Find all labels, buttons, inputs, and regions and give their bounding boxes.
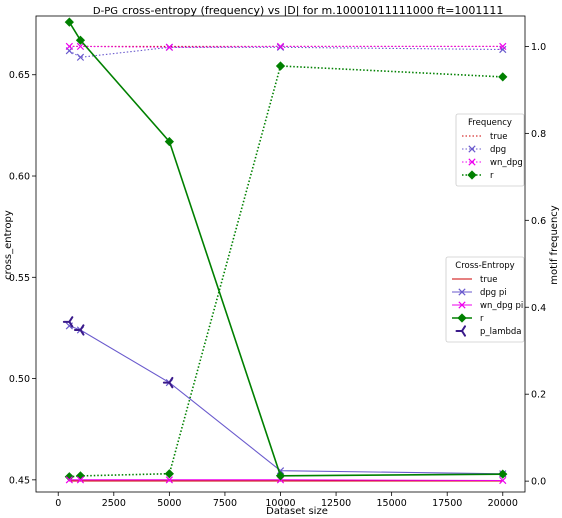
ce-legend-item-dpg pi: dpg pi — [452, 288, 507, 298]
freq-series-wn-dpg — [65, 42, 507, 51]
ce-point-wn-dpg pi-2 — [165, 476, 173, 484]
x-tick-label: 20000 — [488, 498, 518, 509]
chart-title: cross-entropy (frequency) vs |D| for m.1… — [122, 4, 503, 17]
y-axis-left-label: cross_entropy — [3, 210, 14, 280]
plot-area — [36, 16, 525, 492]
ce-legend-label: p_lambda — [480, 327, 522, 337]
ce-series-r — [64, 17, 508, 481]
y-left-tick-label: 0.55 — [9, 273, 30, 284]
y-left-tick-label: 0.65 — [9, 70, 30, 81]
freq-legend-swatch-marker — [468, 145, 476, 153]
ce-legend-item-p-lambda: p_lambda — [455, 325, 522, 337]
y-left-tick-label: 0.50 — [9, 374, 30, 385]
freq-point-r-3 — [275, 61, 286, 71]
freq-point-r-4 — [498, 72, 508, 82]
ce-point-p-lambda-0 — [62, 316, 74, 328]
axes-layer: 0 2500 5000 7500 10000 12500 15000 17500 20000 0.… — [9, 15, 546, 509]
freq-legend-swatch-marker — [467, 170, 477, 180]
y-right-tick-label: 0.8 — [531, 129, 546, 140]
ce-point-p-lambda-2 — [162, 376, 174, 389]
ce-point-r-2 — [164, 136, 174, 147]
freq-point-wn-dpg-1 — [76, 42, 85, 51]
x-tick-label: 17500 — [432, 498, 462, 509]
chart-title-prefix: D-PG — [93, 6, 118, 17]
plot-background — [36, 16, 525, 492]
ce-point-wn-dpg pi-4 — [499, 476, 507, 485]
y-left-tick-label: 0.45 — [9, 475, 30, 486]
ce-legend-swatch-marker — [458, 288, 466, 296]
freq-legend-item-r: r — [462, 170, 494, 181]
y-right-tick-label: 0.2 — [531, 390, 546, 401]
chart-title-group: D-PG cross-entropy (frequency) vs |D| fo… — [93, 4, 504, 17]
ce-point-r-3 — [275, 471, 286, 481]
ce-legend-swatch-marker — [455, 325, 467, 337]
ce-legend-swatch-marker — [457, 313, 467, 323]
freq-point-r-2 — [164, 469, 174, 479]
y-axis-right-label: motif frequency — [549, 205, 560, 284]
x-axis-label: Dataset size — [266, 506, 328, 517]
ce-legend-title: Cross-Entropy — [455, 261, 514, 271]
freq-point-wn-dpg-0 — [65, 42, 73, 51]
x-tick-label: 10000 — [265, 498, 295, 509]
freq-legend-label: wn_dpg — [490, 158, 523, 168]
freq-legend-item-dpg: dpg — [462, 145, 506, 155]
x-tick-label: 7500 — [213, 498, 237, 509]
ce-legend-box — [445, 256, 525, 343]
freq-point-wn-dpg-2 — [165, 43, 173, 51]
y-right-tick-label: 0.6 — [531, 216, 546, 227]
ce-legend-label: r — [480, 314, 484, 324]
freq-legend-item-wn-dpg: wn_dpg — [462, 158, 523, 168]
x-tick-label: 5000 — [157, 498, 181, 509]
ce-legend-label: dpg pi — [480, 288, 507, 298]
y-right-tick-label: 0.4 — [531, 303, 546, 314]
legend-cross-entropy: Cross-Entropy true dpg pi wn_dpg pi r p_lambd… — [445, 256, 525, 343]
freq-point-wn-dpg-3 — [276, 42, 285, 51]
y-right-tick-label: 0.0 — [531, 477, 546, 488]
x-tick-label: 0 — [55, 498, 61, 509]
ce-legend-label: true — [480, 275, 497, 285]
freq-legend-box — [455, 113, 525, 187]
ce-point-r-4 — [498, 469, 508, 479]
freq-legend-item-true: true — [462, 132, 507, 142]
freq-line-wn-dpg — [69, 45, 503, 48]
y-left-tick-label: 0.60 — [9, 172, 30, 183]
ce-legend-item-wn-dpg pi: wn_dpg pi — [452, 301, 523, 311]
x-tick-label: 15000 — [377, 498, 407, 509]
ce-legend-item-r: r — [452, 313, 484, 324]
ce-series-wn-dpg pi — [65, 476, 507, 485]
freq-legend-title: Frequency — [468, 118, 512, 128]
cross-entropy-series-layer — [62, 17, 508, 485]
ce-point-r-1 — [75, 35, 86, 45]
freq-point-wn-dpg-4 — [499, 42, 507, 51]
freq-legend-label: dpg — [490, 145, 506, 155]
ce-point-wn-dpg pi-0 — [65, 476, 73, 484]
freq-legend-label: true — [490, 132, 507, 142]
freq-legend-swatch-marker — [468, 158, 476, 166]
ce-legend-label: wn_dpg pi — [480, 301, 523, 311]
ce-legend-swatch-marker — [458, 301, 466, 309]
ce-series-p-lambda — [62, 316, 174, 389]
freq-point-dpg-3 — [276, 43, 285, 51]
ce-legend-item-true: true — [452, 275, 497, 285]
freq-point-dpg-1 — [76, 53, 85, 61]
y-right-tick-label: 1.0 — [531, 42, 546, 53]
ce-point-wn-dpg pi-1 — [76, 476, 85, 484]
x-tick-label: 2500 — [102, 498, 126, 509]
freq-legend-label: r — [490, 171, 494, 181]
ce-point-r-0 — [64, 17, 74, 27]
x-tick-label: 12500 — [321, 498, 351, 509]
ce-point-p-lambda-1 — [73, 324, 85, 336]
freq-point-dpg-4 — [499, 45, 507, 54]
